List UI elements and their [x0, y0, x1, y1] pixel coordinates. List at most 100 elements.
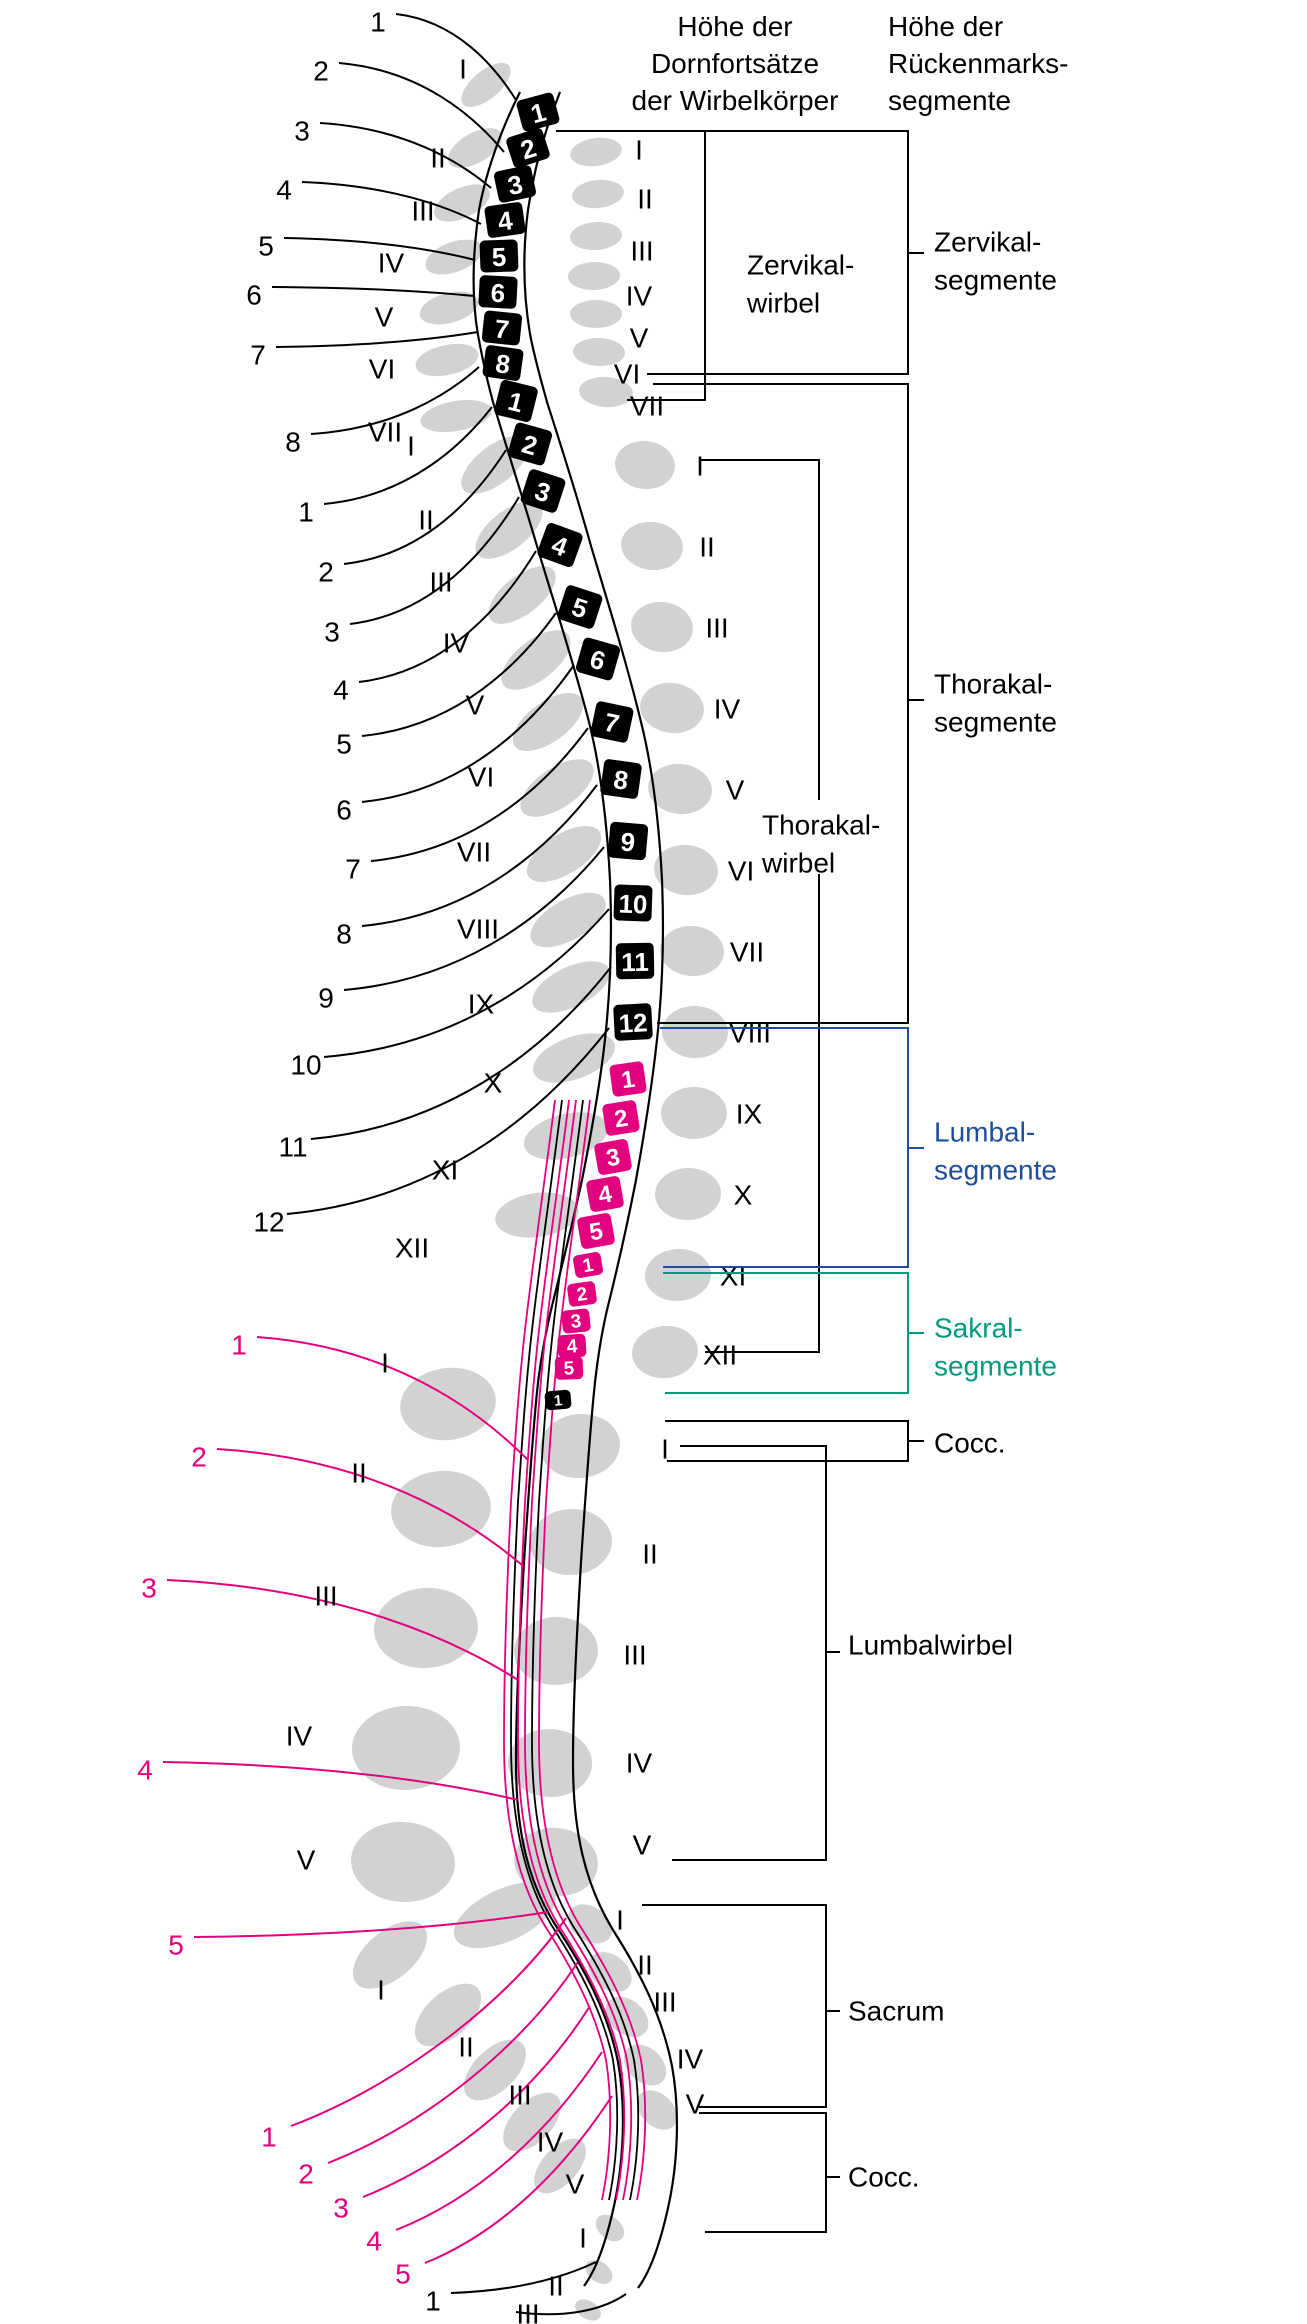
- cervical-nerve-number-2: 2: [313, 56, 329, 87]
- spinous_thoracic-numeral-VIII: VIII: [457, 914, 499, 945]
- thoracic-vertebral-body-4: [640, 682, 704, 734]
- sacral-nerve-number-3: 3: [333, 2193, 349, 2224]
- lumbar-nerve-number-4: 4: [137, 1755, 153, 1786]
- cervical-nerve-number-3: 3: [294, 116, 310, 147]
- bodies_thoracic-numeral-I: I: [696, 451, 704, 482]
- label-zervikal-segmente-line-1: Zervikal-: [934, 227, 1041, 258]
- dural-sac-outline-left: [472, 91, 625, 2287]
- sacrum_right-numeral-I: I: [616, 1905, 624, 1936]
- bodies_cervical-numeral-V: V: [630, 323, 649, 354]
- lumbar-spinous-process-3: [374, 1587, 478, 1669]
- sacral-nerve-line-1: [290, 1917, 567, 2127]
- cervical-segment-number-4: 4: [496, 205, 515, 237]
- thoracic-nerve-line-2: [343, 449, 507, 565]
- vertebrae-layer: [351, 62, 728, 2321]
- label-thorakal-segmente-line-1: Thorakal-: [934, 669, 1052, 700]
- header-line: der Wirbelkörper: [631, 85, 839, 116]
- bracket-sakral-segmente: [663, 1272, 924, 1394]
- sacrum_right-numeral-V: V: [686, 2089, 705, 2120]
- lumbar-segment-number-1: 1: [620, 1066, 637, 1095]
- cervical-segment-number-6: 6: [490, 278, 506, 309]
- lumbar-vertebral-body-2: [530, 1508, 612, 1576]
- spinous_cervical-numeral-II: II: [430, 143, 446, 174]
- thoracic-vertebral-body-9: [661, 1087, 727, 1139]
- header-line: Dornfortsätze: [650, 48, 820, 79]
- bodies_cervical-numeral-VI: VI: [614, 359, 640, 390]
- sacral-nerve-number-2: 2: [298, 2159, 314, 2190]
- sacrum_left-numeral-III: III: [508, 2080, 531, 2111]
- bodies_cervical-numeral-I: I: [635, 135, 643, 166]
- spinous_cervical-numeral-V: V: [375, 302, 394, 333]
- vertebra-numerals-layer: IIIIIIIVVVIVIIIIIIIIIVVVIVIIIIIIIIIVVVIV…: [286, 54, 771, 2324]
- cervical-vertebral-body-5: [570, 300, 622, 328]
- cervical-spinous-process-6: [415, 343, 479, 377]
- sacral-segment-5: [554, 1356, 584, 1380]
- lumbar-vertebral-body-1: [540, 1413, 620, 1479]
- bodies_thoracic-numeral-IV: IV: [714, 694, 741, 725]
- spinous_cervical-numeral-III: III: [411, 196, 434, 227]
- cauda-equina-fiber-2: [510, 1099, 619, 2201]
- thoracic-vertebral-body-1: [615, 440, 675, 490]
- sacrum_right-numeral-IV: IV: [677, 2044, 704, 2075]
- label-cocc-segment-line-1: Cocc.: [934, 1428, 1006, 1459]
- spinous_thoracic-numeral-IX: IX: [468, 989, 495, 1020]
- lumbar-vertebral-body-4: [508, 1728, 592, 1798]
- thoracic-segment-12: [613, 1003, 653, 1041]
- label-thorakal-segmente-line-2: segmente: [934, 707, 1057, 738]
- thoracic-nerve-line-8: [361, 784, 598, 927]
- thoracic-spinous-process-7: [526, 826, 602, 882]
- thoracic-nerve-number-8: 8: [336, 919, 352, 950]
- label-sakral-segmente-line-2: segmente: [934, 1351, 1057, 1382]
- cervical-segment-1: [516, 92, 560, 132]
- brackets-layer: [556, 130, 924, 2233]
- cervical-spinous-process-5: [419, 291, 479, 325]
- sacrum-body-5: [637, 2090, 677, 2130]
- sacrum-body-1: [568, 1904, 612, 1944]
- bodies_thoracic-numeral-X: X: [734, 1180, 753, 1211]
- sacral-segment-3: [561, 1308, 591, 1334]
- cervical-nerve-number-7: 7: [250, 340, 266, 371]
- bracket-lumbalwirbel: [672, 1445, 840, 1861]
- cervical-spinous-process-7: [420, 399, 492, 433]
- thoracic-spinous-process-2: [475, 501, 543, 559]
- cervical-vertebral-body-4: [568, 261, 620, 291]
- thoracic-nerve-number-6: 6: [336, 795, 352, 826]
- header-line: Höhe der: [888, 11, 1004, 42]
- bodies_thoracic-numeral-XII: XII: [703, 1340, 737, 1371]
- sacral-nerve-line-4: [395, 2051, 603, 2231]
- thoracic-segment-5: [557, 585, 603, 629]
- sacral-nerve-number-5: 5: [395, 2259, 411, 2290]
- thoracic-segment-2: [507, 422, 553, 466]
- label-sakral-segmente-line-1: Sakral-: [934, 1313, 1023, 1344]
- cervical-segment-2: [506, 128, 550, 168]
- spinous_thoracic-numeral-III: III: [429, 567, 452, 598]
- spinous_lumbar-numeral-III: III: [314, 1581, 337, 1612]
- bodies_thoracic-numeral-II: II: [699, 532, 715, 563]
- thoracic-vertebral-body-11: [645, 1248, 711, 1302]
- cauda-equina-fiber-3: [517, 1099, 626, 2201]
- lumbar-nerve-line-5: [193, 1911, 549, 1938]
- thoracic-segment-number-12: 12: [618, 1007, 648, 1038]
- thoracic-segment-11: [615, 942, 655, 980]
- cervical-vertebral-body-7: [579, 376, 633, 408]
- coccygeal-segment-1: [544, 1389, 572, 1411]
- sacral-segment-number-2: 2: [575, 1284, 588, 1306]
- cervical-nerve-number-5: 5: [258, 231, 274, 262]
- sacral-segment-4: [557, 1333, 587, 1359]
- lumbar-nerve-number-1: 1: [231, 1330, 247, 1361]
- label-zervikalwirbel-line-1: Zervikal-: [747, 250, 854, 281]
- sacral-nerve-number-1: 1: [261, 2122, 277, 2153]
- thoracic-nerve-line-1: [323, 406, 493, 505]
- bodies_lumbar-numeral-III: III: [623, 1640, 646, 1671]
- spinous_thoracic-numeral-II: II: [418, 505, 434, 536]
- spinous_thoracic-numeral-X: X: [484, 1068, 503, 1099]
- cervical-spinous-process-4: [425, 239, 483, 275]
- cervical-segment-7: [481, 310, 523, 346]
- sacrum-body-4: [623, 2044, 667, 2086]
- cervical-nerve-line-7: [275, 331, 479, 348]
- thoracic-spinous-process-10: [532, 1033, 616, 1083]
- thoracic-nerve-line-9: [343, 846, 605, 991]
